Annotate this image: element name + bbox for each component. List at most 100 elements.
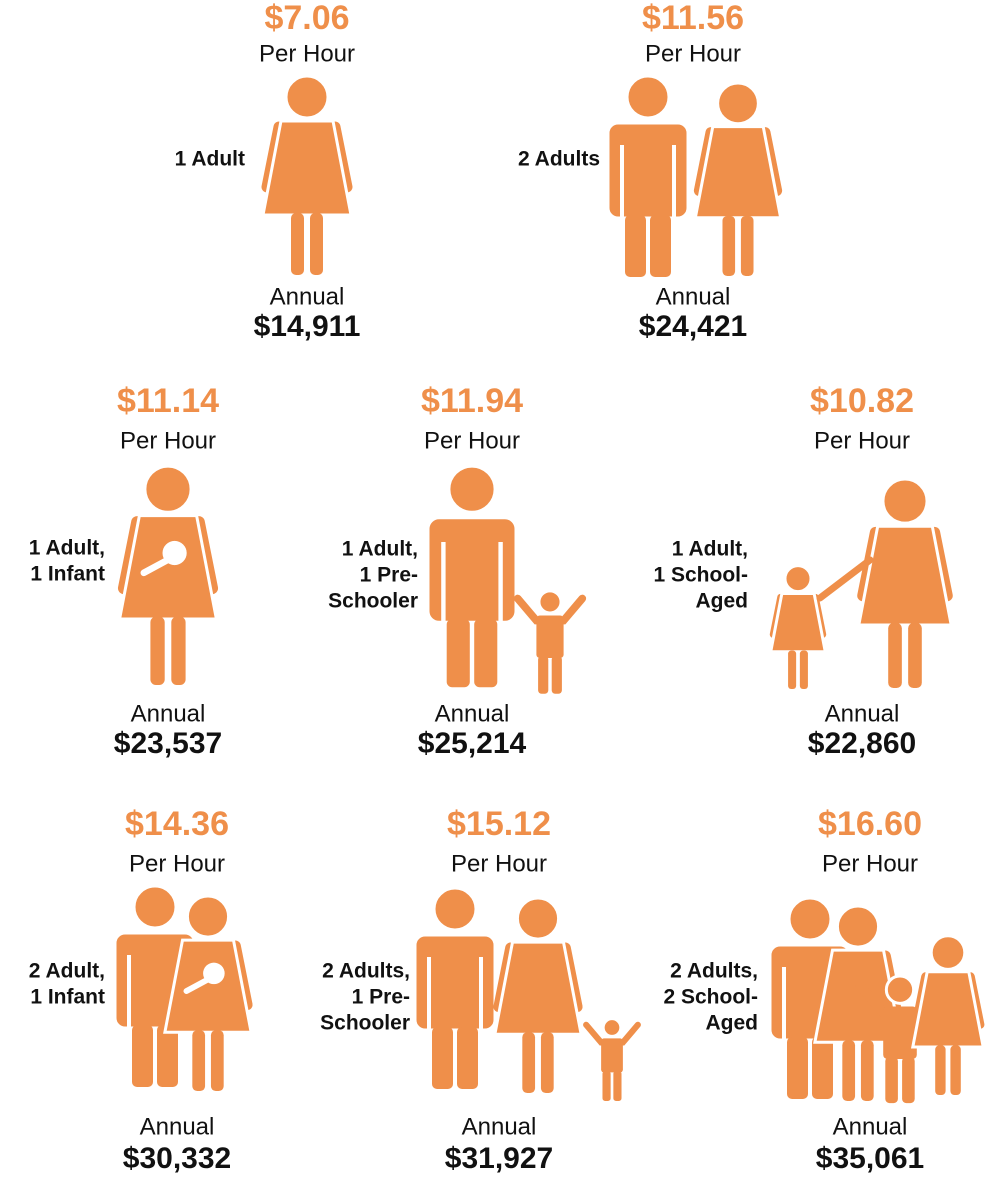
icon-part (883, 1006, 917, 1059)
icon-part (812, 1037, 833, 1099)
annual-wage: $23,537 (114, 727, 222, 760)
icon-part (950, 1045, 961, 1095)
icon-part (117, 514, 219, 621)
icon-part (284, 74, 330, 120)
household-label: 1 Infant (30, 563, 105, 586)
icon-part (536, 615, 564, 658)
icon-part (183, 974, 215, 994)
household-label: 1 Adult (175, 148, 245, 171)
annual-wage: $25,214 (418, 727, 527, 760)
icon-part (522, 1032, 536, 1093)
household-card: $11.56 Per Hour 2 Adults Annual$24,421 (518, 0, 783, 343)
household-label: 1 Pre- (352, 986, 410, 1009)
icon-part (799, 650, 808, 689)
icon-part (493, 940, 583, 1036)
annual-wage: $22,860 (808, 727, 916, 760)
family-icon (768, 477, 954, 689)
household-label: Aged (696, 590, 749, 613)
household-card: $15.12 Per Hour 2 Adults, 1 Pre- Schooler Ann… (320, 805, 641, 1175)
household-label: 2 Adults, (322, 960, 410, 983)
icon-part (768, 592, 828, 654)
annual-label: Annual (462, 1113, 537, 1140)
icon-part (856, 524, 954, 627)
icon-part (540, 1032, 554, 1093)
icon-part (210, 1030, 224, 1091)
icon-part (538, 656, 549, 694)
annual-wage: $24,421 (639, 310, 747, 343)
icon-part (474, 619, 498, 688)
icon-part (127, 955, 131, 1028)
annual-wage: $30,332 (123, 1142, 231, 1175)
icon-part (782, 967, 786, 1040)
household-label: 2 Adults, (670, 960, 758, 983)
rate-label: Per Hour (822, 850, 918, 877)
hourly-wage: $7.06 (264, 0, 349, 37)
icon-part (515, 896, 561, 941)
icon-part (432, 1027, 453, 1089)
rate-label: Per Hour (129, 850, 225, 877)
icon-part (693, 125, 783, 220)
icon-part (498, 542, 503, 623)
icon-part (740, 215, 754, 276)
rate-label: Per Hour (424, 427, 520, 454)
icon-part (432, 886, 478, 932)
icon-part (787, 1037, 808, 1099)
icon-part (132, 884, 178, 930)
hourly-wage: $11.56 (642, 0, 744, 37)
icon-part (446, 619, 470, 688)
icon-part (291, 213, 304, 275)
icon-part (310, 213, 323, 275)
icon-part (140, 554, 176, 577)
icon-part (157, 1025, 178, 1087)
icon-part (935, 1045, 946, 1095)
icon-part (620, 145, 624, 218)
icon-part (929, 934, 967, 971)
icon-part (551, 656, 562, 694)
annual-label: Annual (131, 700, 206, 727)
rate-label: Per Hour (120, 427, 216, 454)
hourly-wage: $10.82 (810, 382, 914, 420)
household-card: $10.82 Per Hour 1 Adult, 1 School- Aged Annua… (653, 382, 954, 760)
household-label: 2 Adults (518, 148, 600, 171)
icon-part (163, 938, 253, 1034)
icon-part (601, 1017, 623, 1038)
icon-part (132, 1025, 153, 1087)
icon-part (722, 215, 736, 276)
household-card: $11.14 Per Hour 1 Adult, 1 Infant Annual$23,… (29, 382, 222, 760)
household-card: $16.60 Per Hour 2 Adults, 2 School- Aged Annu… (663, 805, 986, 1175)
annual-label: Annual (140, 1113, 215, 1140)
household-label: 2 School- (663, 986, 758, 1009)
icon-part (716, 81, 760, 126)
icon-part (625, 74, 671, 120)
icon-part (860, 1040, 874, 1101)
rate-label: Per Hour (645, 40, 741, 67)
icon-part (479, 957, 483, 1030)
household-label: 1 School- (653, 564, 748, 587)
icon-part (150, 616, 165, 685)
icon-part (601, 1038, 623, 1073)
icon-part (787, 896, 833, 942)
icon-part (783, 564, 813, 594)
family-icon (113, 884, 253, 1091)
icon-part (835, 904, 881, 949)
household-label: 1 Infant (30, 986, 105, 1009)
family-icon (426, 464, 587, 694)
icon-part (447, 464, 497, 514)
hourly-wage: $16.60 (818, 805, 922, 843)
rate-label: Per Hour (451, 850, 547, 877)
household-label: Schooler (320, 1012, 410, 1035)
annual-wage: $35,061 (816, 1142, 924, 1175)
hourly-wage: $15.12 (447, 805, 551, 843)
icon-part (884, 974, 916, 1005)
family-icon (261, 74, 353, 275)
annual-label: Annual (833, 1113, 908, 1140)
icon-part (602, 1071, 611, 1101)
icon-part (788, 650, 797, 689)
icon-part (908, 622, 922, 688)
icon-part (143, 464, 193, 514)
rate-label: Per Hour (814, 427, 910, 454)
icon-part (441, 542, 446, 623)
icon-part (816, 556, 874, 602)
household-label: 1 Adult, (29, 537, 105, 560)
